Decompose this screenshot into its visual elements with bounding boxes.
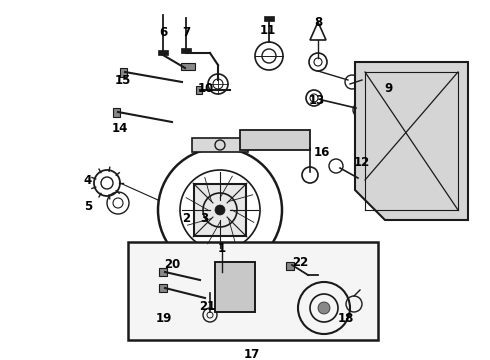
Bar [286, 262, 294, 270]
Bar [181, 63, 195, 70]
Bar [159, 268, 167, 276]
Bar [215, 262, 255, 312]
Text: 22: 22 [292, 256, 308, 269]
Text: 16: 16 [314, 145, 330, 158]
Text: 10: 10 [198, 81, 214, 94]
Bar [181, 48, 191, 53]
Text: 12: 12 [354, 156, 370, 168]
Text: 15: 15 [115, 73, 131, 86]
Text: 11: 11 [260, 23, 276, 36]
Circle shape [215, 205, 225, 215]
Text: 1: 1 [218, 242, 226, 255]
Text: 20: 20 [164, 258, 180, 271]
Bar [120, 68, 127, 77]
Text: 21: 21 [199, 301, 215, 314]
Text: 13: 13 [309, 94, 325, 107]
Bar [159, 284, 167, 292]
Text: 14: 14 [112, 122, 128, 135]
Bar [113, 108, 120, 117]
Text: 17: 17 [244, 348, 260, 360]
Text: 5: 5 [84, 201, 92, 213]
Bar [128, 242, 378, 340]
Text: 9: 9 [384, 81, 392, 94]
Bar [194, 184, 246, 236]
Text: 19: 19 [156, 311, 172, 324]
Text: 8: 8 [314, 15, 322, 28]
Polygon shape [355, 62, 468, 220]
Text: 7: 7 [182, 26, 190, 39]
Text: 4: 4 [84, 174, 92, 186]
Bar [264, 16, 274, 21]
Text: 6: 6 [159, 26, 167, 39]
Bar [192, 138, 248, 152]
Text: 18: 18 [338, 311, 354, 324]
Circle shape [318, 302, 330, 314]
Text: 2: 2 [182, 211, 190, 225]
Text: 3: 3 [200, 211, 208, 225]
Bar [196, 86, 202, 94]
Bar [158, 50, 168, 55]
Bar [240, 130, 310, 150]
Bar [198, 268, 242, 280]
